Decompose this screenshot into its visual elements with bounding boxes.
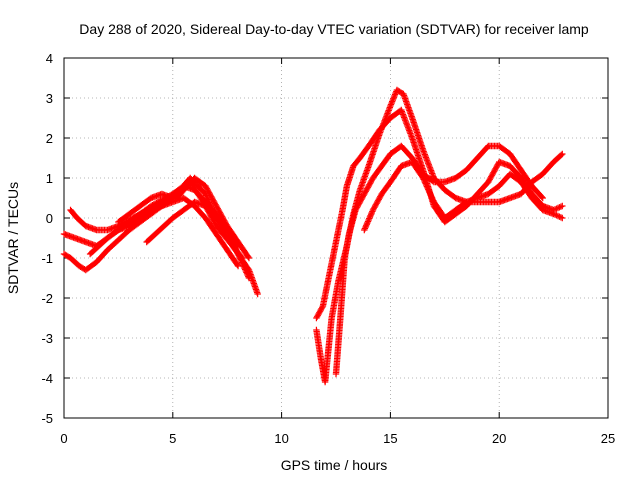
y-tick-label: 2 [46, 131, 53, 146]
data-point [362, 222, 370, 229]
data-point [422, 180, 429, 187]
data-point [425, 187, 432, 194]
data-point [554, 212, 562, 220]
data-point [240, 262, 247, 269]
data-point [319, 304, 326, 311]
x-tick-label: 15 [383, 431, 397, 446]
y-tick-label: 3 [46, 91, 53, 106]
y-tick-label: 0 [46, 211, 53, 226]
x-tick-label: 25 [601, 431, 615, 446]
data-point [427, 191, 434, 199]
data-point [426, 190, 434, 197]
data-point [557, 214, 565, 221]
data-point [559, 150, 566, 158]
data-point [244, 253, 252, 260]
data-point [239, 260, 246, 268]
y-tick-label: -4 [41, 371, 53, 386]
data-point [557, 203, 565, 210]
data-point [551, 206, 559, 213]
data-point [207, 202, 214, 209]
y-tick-label: -2 [41, 291, 53, 306]
data-point [362, 223, 369, 231]
y-tick-label: 1 [46, 171, 53, 186]
data-point [239, 254, 246, 262]
series-track-9 [332, 142, 546, 378]
data-point [234, 241, 241, 248]
series-track-6 [143, 198, 242, 250]
data-point [553, 212, 560, 219]
data-point [559, 202, 566, 210]
data-point [429, 177, 436, 185]
chart-title: Day 288 of 2020, Sidereal Day-to-day VTE… [79, 21, 589, 37]
data-point [366, 215, 373, 222]
tick-labels: 0 5 10 15 20 25 -5 -4 -3 -2 -1 0 1 2 3 4 [41, 51, 615, 446]
y-tick-label: -5 [41, 411, 53, 426]
data-point [559, 214, 566, 222]
data-point [365, 216, 372, 224]
data-point [366, 213, 374, 221]
data-point [241, 266, 249, 273]
data-point [364, 219, 371, 227]
x-tick-label: 5 [169, 431, 176, 446]
data-point [243, 270, 251, 277]
data-point [428, 194, 436, 201]
data-point [423, 181, 430, 189]
y-tick-label: -1 [41, 251, 53, 266]
series-track-4 [86, 194, 242, 270]
data-point [420, 176, 427, 183]
data-point [553, 205, 560, 212]
data-point [428, 193, 435, 200]
x-tick-label: 0 [60, 431, 67, 446]
plot-frame [63, 57, 609, 419]
data-point [245, 254, 253, 262]
y-tick-label: -3 [41, 331, 53, 346]
data-point [556, 204, 563, 211]
y-axis-label: SDTVAR / TECUs [5, 182, 21, 294]
data-marks [60, 86, 566, 386]
data-point [426, 188, 433, 196]
data-point [554, 204, 562, 212]
data-point [242, 267, 249, 275]
data-point [361, 225, 369, 232]
data-point [244, 271, 251, 279]
series-track-10 [361, 158, 566, 234]
data-point [364, 218, 372, 225]
data-point [421, 179, 429, 186]
data-point [551, 211, 559, 218]
data-point [369, 208, 376, 215]
data-point [423, 183, 431, 190]
data-point [429, 195, 436, 203]
data-point [241, 264, 248, 272]
x-tick-label: 20 [492, 431, 506, 446]
data-point [254, 290, 261, 298]
data-point [424, 184, 431, 192]
y-tick-label: 4 [46, 51, 53, 66]
data-point [238, 253, 245, 260]
x-axis-label: GPS time / hours [281, 457, 388, 473]
data-point [368, 209, 375, 217]
data-point [367, 211, 375, 218]
data-point [234, 261, 241, 268]
data-point [419, 174, 427, 182]
data-point [539, 194, 546, 202]
axis-ticks [63, 57, 609, 419]
data-point [245, 274, 253, 282]
x-tick-label: 10 [274, 431, 288, 446]
data-point [363, 221, 370, 228]
data-point [558, 151, 565, 159]
data-point [361, 226, 368, 234]
data-point [424, 186, 432, 193]
data-point [234, 262, 242, 270]
data-point [245, 273, 252, 280]
data-point [538, 193, 545, 201]
data-point [240, 263, 248, 270]
data-point [243, 269, 250, 276]
data-point [234, 242, 242, 250]
data-point [367, 212, 374, 219]
data-point [556, 213, 563, 220]
data-point [421, 177, 428, 185]
data-point [550, 210, 557, 218]
